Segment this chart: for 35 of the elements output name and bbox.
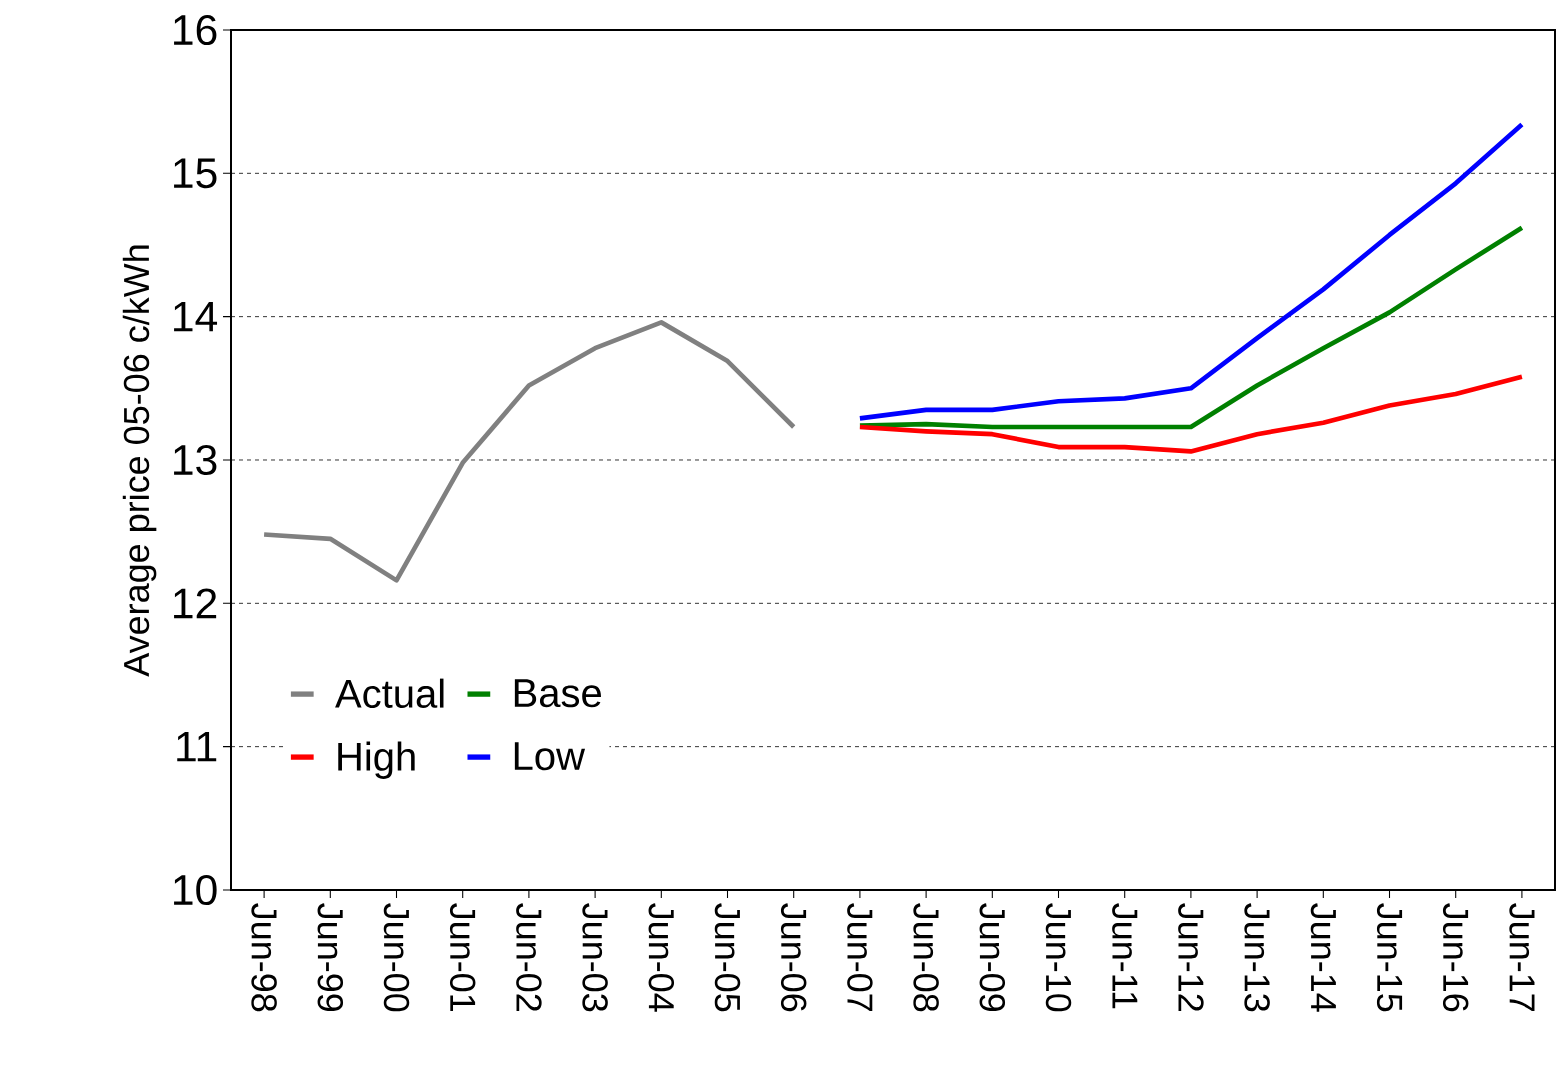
x-tick-label: Jun-03	[582, 903, 608, 1012]
x-tick-label: Jun-08	[913, 903, 939, 1012]
legend-label: Base	[514, 679, 601, 708]
x-tick-label: Jun-11	[1112, 903, 1138, 1009]
x-tick-label: Jun-17	[1509, 903, 1535, 1011]
y-tick-label: 11	[177, 731, 217, 762]
line-series	[857, 122, 1525, 421]
y-axis-title: Average price 05-06 c/kWh	[122, 245, 157, 677]
y-tick-label: 14	[174, 301, 218, 332]
x-tick-label: Jun-16	[1442, 903, 1469, 1012]
legend-label: Actual	[335, 678, 444, 708]
y-tick-label: 12	[174, 588, 217, 619]
x-tick-label: Jun-15	[1376, 903, 1403, 1012]
x-tick-label: Jun-10	[1045, 903, 1072, 1012]
x-tick-label: Jun-98	[251, 903, 277, 1012]
x-tick-label: Jun-02	[516, 903, 542, 1011]
line-series	[261, 320, 797, 583]
x-tick-label: Jun-00	[383, 903, 410, 1012]
x-tick-label: Jun-09	[979, 903, 1006, 1012]
y-tick-label: 10	[174, 874, 217, 906]
x-tick-label: Jun-14	[1310, 903, 1336, 1012]
x-tick-label: Jun-06	[780, 903, 807, 1012]
x-tick-label: Jun-99	[317, 903, 344, 1012]
x-tick-label: Jun-05	[714, 903, 741, 1012]
x-tick-label: Jun-07	[847, 903, 873, 1011]
y-tick-label: 13	[174, 444, 217, 476]
y-tick-label: 15	[174, 158, 217, 189]
line-series	[857, 374, 1525, 454]
legend-label: High	[338, 741, 415, 779]
x-tick-label: Jun-12	[1178, 903, 1204, 1011]
x-tick-label: Jun-04	[648, 903, 675, 1012]
legend-label: Low	[514, 742, 586, 771]
y-tick-label: 16	[174, 14, 217, 46]
x-tick-label: Jun-13	[1244, 903, 1270, 1012]
x-tick-label: Jun-01	[449, 903, 476, 1012]
